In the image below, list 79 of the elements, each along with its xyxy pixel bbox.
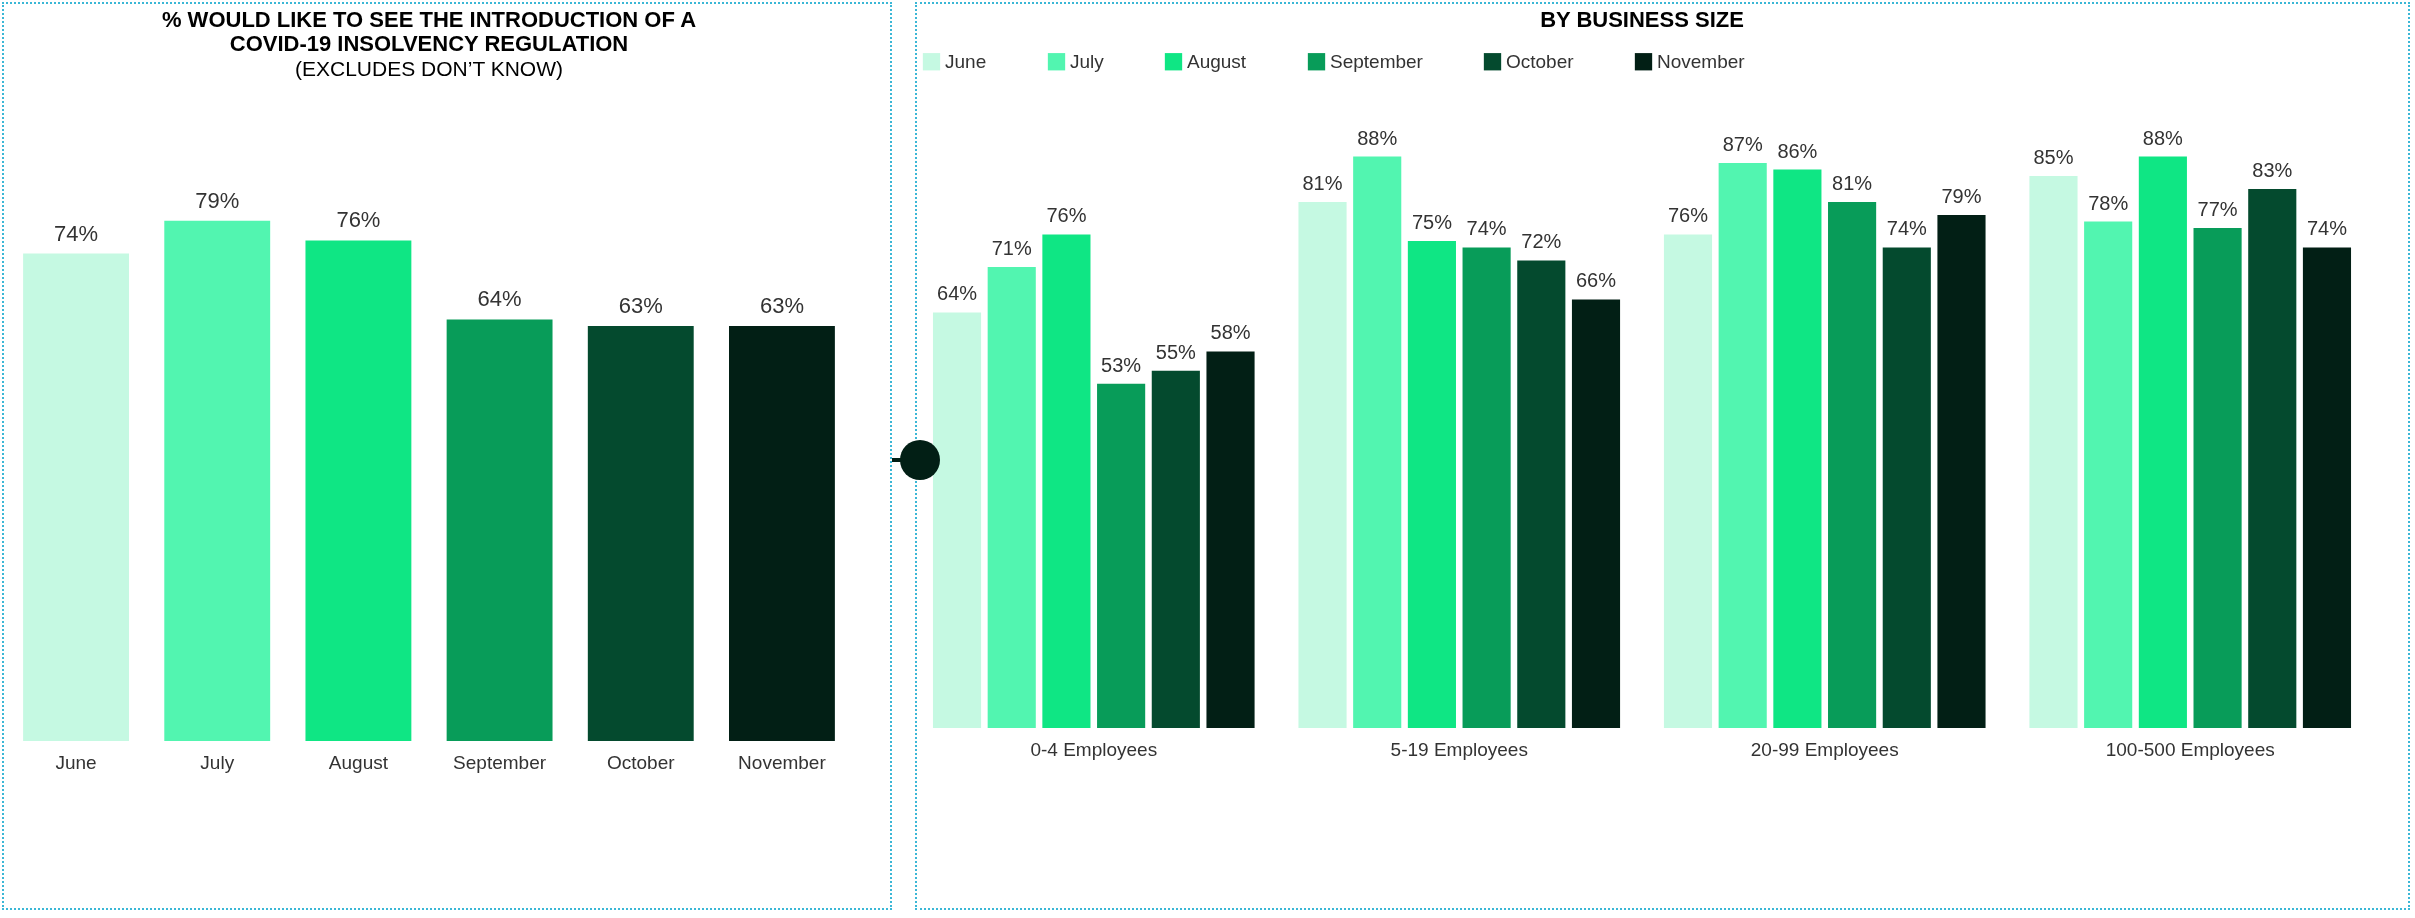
data-label: 75% — [1411, 210, 1453, 233]
data-label: 74% — [54, 220, 99, 246]
bar — [305, 240, 412, 741]
data-label: 64% — [477, 286, 522, 312]
bar — [1571, 299, 1621, 728]
data-label: 53% — [1101, 353, 1142, 376]
data-label: 55% — [1155, 340, 1197, 363]
legend-label: October — [1506, 50, 1575, 72]
x-tick-label: November — [738, 751, 827, 773]
data-label: 78% — [2088, 191, 2129, 214]
bar — [1773, 169, 1822, 728]
data-label: 74% — [1886, 217, 1928, 240]
bar — [1353, 156, 1402, 728]
data-label: 63% — [759, 293, 804, 319]
data-label: 76% — [336, 207, 381, 233]
x-tick-label: October — [606, 751, 676, 773]
data-label: 83% — [2252, 159, 2293, 182]
x-tick-label: September — [453, 751, 547, 773]
bar — [2084, 221, 2133, 728]
bar — [1407, 240, 1456, 728]
legend-label: August — [1187, 50, 1247, 72]
data-label: 71% — [991, 236, 1032, 259]
data-label: 77% — [2197, 198, 2238, 220]
bar — [729, 326, 835, 741]
bar — [1462, 247, 1511, 728]
bar — [1828, 202, 1877, 728]
data-label: 76% — [1046, 204, 1087, 227]
data-label: 64% — [937, 282, 978, 305]
data-label: 76% — [1667, 204, 1709, 227]
bar — [587, 326, 694, 741]
bar — [2193, 228, 2242, 728]
x-tick-label: August — [328, 751, 389, 773]
x-tick-label: 100-500 Employees — [2105, 738, 2275, 760]
x-tick-label: 5-19 Employees — [1390, 738, 1528, 760]
bar — [164, 220, 271, 741]
bar — [1206, 351, 1255, 728]
bar — [1882, 247, 1931, 728]
x-tick-label: 20-99 Employees — [1750, 738, 1899, 760]
bar — [2248, 189, 2297, 728]
data-label: 88% — [1357, 126, 1398, 149]
bar — [932, 312, 982, 728]
chart-subtitle: (EXCLUDES DON’T KNOW) — [295, 57, 563, 80]
data-label: 79% — [1941, 185, 1982, 208]
data-label: 63% — [618, 293, 663, 319]
data-label: 88% — [2142, 126, 2184, 149]
bar — [1151, 370, 1200, 728]
data-label: 87% — [1722, 133, 1763, 156]
bar — [446, 319, 553, 741]
chart-title: % WOULD LIKE TO SEE THE INTRODUCTION OF A COVID-19 INSOLVENCY REGULATION — [161, 7, 697, 56]
legend-label: September — [1330, 50, 1424, 72]
x-tick-label: 0-4 Employees — [1030, 738, 1158, 760]
bar — [2029, 176, 2078, 728]
bar — [1097, 383, 1146, 728]
data-label: 79% — [195, 187, 240, 213]
bar — [23, 253, 129, 741]
legend-label: July — [1070, 50, 1105, 72]
chart-title: BY BUSINESS SIZE — [1540, 7, 1744, 32]
data-label: 81% — [1832, 172, 1873, 195]
bar — [1718, 163, 1767, 728]
bar — [987, 266, 1036, 728]
legend-label: June — [945, 50, 987, 72]
data-label: 72% — [1521, 230, 1562, 253]
data-label: 81% — [1302, 172, 1343, 195]
data-label: 74% — [1466, 217, 1507, 240]
x-tick-label: June — [55, 751, 97, 773]
data-label: 74% — [2306, 217, 2348, 240]
bar — [1937, 215, 1986, 728]
bar — [1663, 234, 1713, 728]
x-tick-label: July — [200, 751, 235, 773]
bar — [1042, 234, 1091, 728]
bar — [2138, 156, 2187, 728]
data-label: 85% — [2033, 146, 2074, 169]
bar — [2302, 247, 2352, 728]
data-label: 58% — [1210, 321, 1251, 344]
bar — [1298, 202, 1347, 728]
legend-label: November — [1657, 50, 1746, 72]
data-label: 86% — [1777, 139, 1818, 162]
data-label: 66% — [1575, 269, 1617, 292]
bar — [1517, 260, 1566, 728]
